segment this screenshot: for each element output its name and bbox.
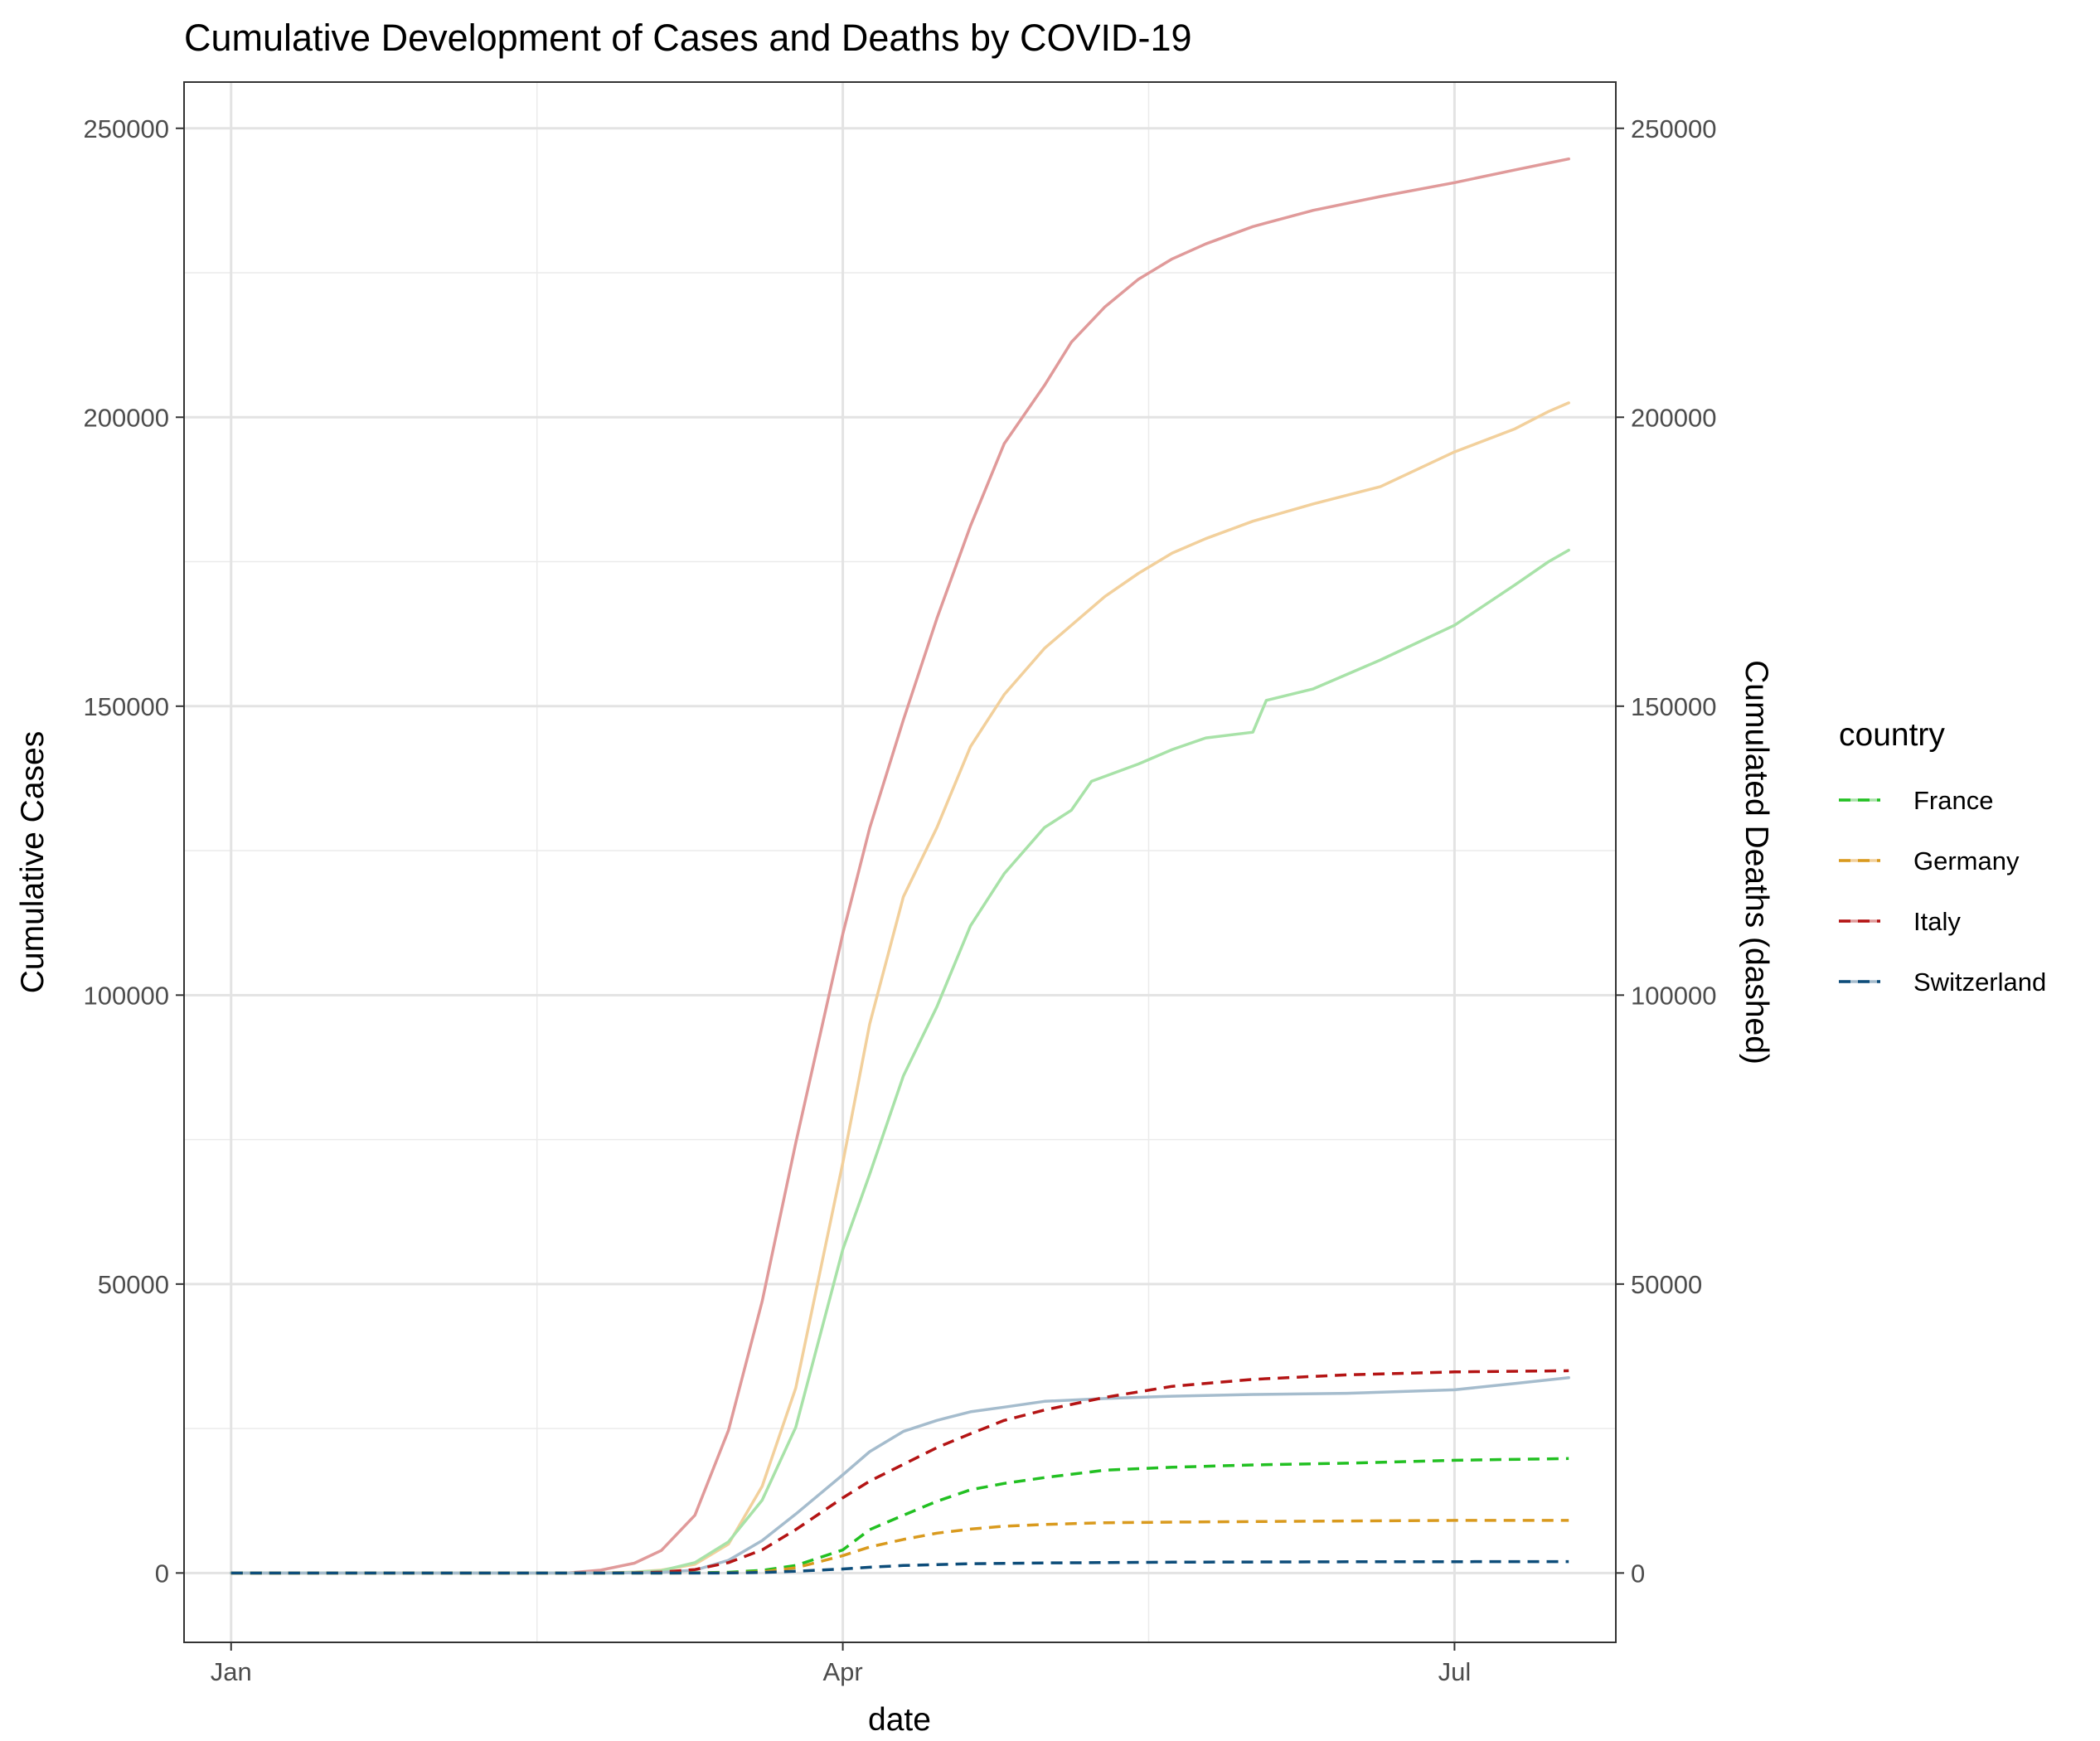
y2-tick-label: 50000 xyxy=(1631,1270,1702,1299)
y2-axis-title: Cumulated Deaths (dashed) xyxy=(1739,660,1774,1064)
legend-item-france: France xyxy=(1839,786,1993,815)
legend-title: country xyxy=(1839,717,1945,753)
y2-tick-label: 200000 xyxy=(1631,403,1716,432)
y2-tick-label: 100000 xyxy=(1631,981,1716,1010)
legend-label: Germany xyxy=(1913,846,2020,875)
y-axis-right: 0 50000 100000 150000 200000 250000 xyxy=(1616,114,1716,1588)
y-axis-left: 0 50000 100000 150000 200000 250000 xyxy=(84,114,184,1588)
legend-item-germany: Germany xyxy=(1839,846,2020,875)
y-tick-label: 250000 xyxy=(84,114,169,143)
y2-tick-label: 250000 xyxy=(1631,114,1716,143)
series-layer xyxy=(230,157,1570,1575)
legend: country France Germany Italy Switzerland xyxy=(1839,717,2046,997)
plot-border xyxy=(183,81,1617,1643)
y-tick-label: 200000 xyxy=(84,403,169,432)
y2-tick-label: 0 xyxy=(1631,1559,1645,1588)
y-tick-label: 50000 xyxy=(98,1270,169,1299)
legend-label: France xyxy=(1913,786,1993,815)
series-france-cases xyxy=(230,548,1570,1575)
grid-lines xyxy=(184,82,1616,1642)
legend-items: France Germany Italy Switzerland xyxy=(1839,786,2046,997)
y2-tick-label: 150000 xyxy=(1631,692,1716,721)
y-axis-title: Cumulative Cases xyxy=(15,731,51,993)
x-axis: Jan Apr Jul xyxy=(211,1642,1471,1686)
x-tick-label: Apr xyxy=(822,1657,862,1686)
legend-label: Switzerland xyxy=(1913,967,2046,997)
series-switzerland-deaths xyxy=(230,1559,1569,1575)
plot-background xyxy=(184,82,1616,1642)
legend-label: Italy xyxy=(1913,907,1961,936)
y-tick-label: 150000 xyxy=(84,692,169,721)
series-italy-cases xyxy=(230,157,1570,1575)
chart-title: Cumulative Development of Cases and Deat… xyxy=(184,17,1192,59)
series-germany-cases xyxy=(230,401,1570,1575)
x-tick-label: Jan xyxy=(211,1657,252,1686)
x-tick-label: Jul xyxy=(1438,1657,1472,1686)
x-axis-title: date xyxy=(868,1702,931,1738)
series-italy-deaths xyxy=(230,1369,1569,1575)
y-tick-label: 100000 xyxy=(84,981,169,1010)
legend-item-switzerland: Switzerland xyxy=(1839,967,2046,997)
y-tick-label: 0 xyxy=(155,1559,169,1588)
legend-item-italy: Italy xyxy=(1839,907,1961,936)
